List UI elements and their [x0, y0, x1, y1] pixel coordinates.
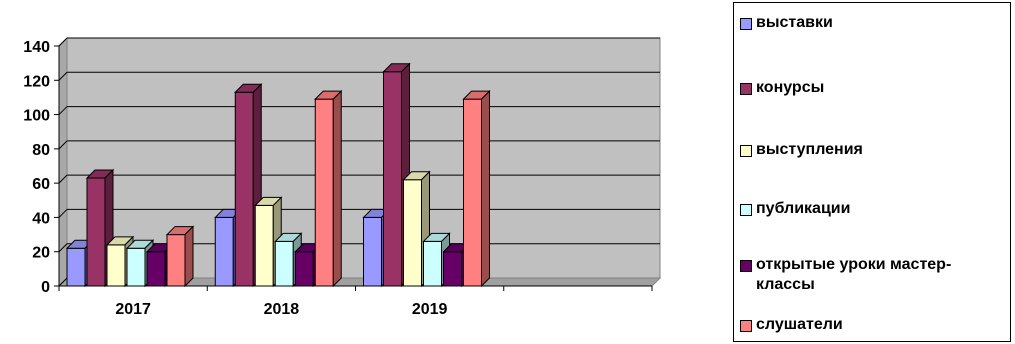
legend-label: выступления [756, 141, 863, 158]
legend-item: слушатели [740, 315, 1001, 335]
bar-front [403, 179, 422, 287]
legend-label: публикации [756, 200, 851, 217]
legend-item: выставки [740, 13, 1001, 33]
bar-front [234, 91, 254, 287]
bar-front [314, 98, 334, 287]
gridline-side [58, 106, 68, 115]
bar-front [274, 240, 294, 287]
bar-front [423, 240, 442, 287]
chart-area: 0 20 40 60 80 100 120 140 2017 2018 2019 [23, 36, 662, 318]
y-tick-label: 0 [41, 279, 50, 296]
y-tick-label: 100 [23, 108, 50, 125]
legend-item: публикации [740, 199, 1001, 219]
y-tick-label: 40 [32, 210, 50, 227]
legend-swatch [740, 260, 752, 272]
x-tick-label: 2017 [115, 301, 151, 318]
bar-front [126, 247, 146, 287]
bar-front [106, 244, 126, 287]
plot-side-wall [58, 36, 68, 288]
gridline-side [58, 140, 68, 150]
bar-front [214, 216, 234, 287]
bars [65, 62, 491, 288]
legend-item: конурсы [740, 78, 1001, 98]
bar-side [332, 89, 342, 288]
y-tick-label: 140 [23, 39, 50, 56]
legend-label: выставки [756, 14, 833, 31]
legend-swatch [740, 204, 752, 216]
gridline-side [58, 37, 68, 47]
y-tick-label: 20 [32, 245, 50, 262]
bar-front [166, 234, 186, 287]
bar-front [254, 204, 274, 287]
bar-front [66, 247, 86, 287]
x-tick-label: 2019 [412, 301, 448, 318]
legend-swatch [740, 320, 752, 332]
legend-label: открытые уроки мастер-классы [756, 256, 952, 293]
legend-swatch [740, 18, 752, 30]
y-tick-label: 80 [32, 142, 50, 159]
y-tick-label: 60 [32, 176, 50, 193]
legend: выставки конурсы выступления публикации откр… [733, 2, 1011, 342]
bar-side [481, 89, 490, 288]
gridline-side [58, 71, 68, 81]
bar [462, 89, 491, 288]
gridline-side [58, 277, 68, 287]
bar-front [146, 251, 166, 287]
bar-front [86, 177, 106, 287]
bar-front [443, 251, 462, 287]
bar-front [363, 216, 382, 287]
x-tick-label: 2018 [264, 301, 300, 318]
gridline-side [58, 209, 68, 218]
bar-side [184, 225, 194, 288]
legend-item: выступления [740, 140, 1001, 160]
legend-swatch [740, 83, 752, 95]
gridline-side [58, 174, 68, 184]
legend-label: конурсы [756, 79, 825, 96]
axes: 0 20 40 60 80 100 120 140 2017 2018 2019 [23, 39, 653, 318]
legend-swatch [740, 145, 752, 157]
legend-label: слушатели [756, 316, 843, 333]
bar-front [383, 71, 402, 287]
bar-front [294, 251, 314, 287]
legend-item: открытые уроки мастер-классы [740, 255, 1001, 295]
bar [165, 225, 195, 288]
y-tick-label: 120 [23, 73, 50, 90]
bar-front [463, 98, 482, 287]
gridline-side [58, 243, 68, 253]
bar [314, 89, 343, 288]
